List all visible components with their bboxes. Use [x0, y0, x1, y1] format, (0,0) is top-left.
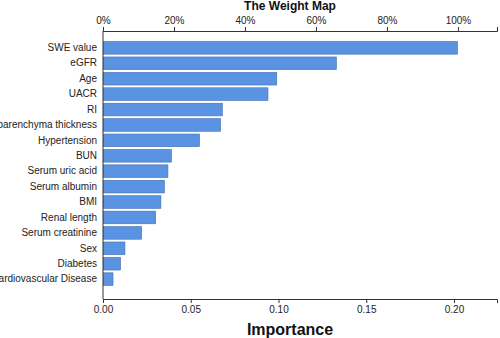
- tick-mark: [316, 27, 317, 31]
- bar: [103, 119, 221, 132]
- tick-label: 0%: [96, 15, 111, 26]
- tick-label: Renal parenchyma thickness: [0, 119, 97, 130]
- title: The Weight Map: [244, 0, 336, 13]
- bar: [103, 72, 277, 85]
- tick: 100%: [446, 15, 472, 31]
- tick: Cardiovascular Disease: [0, 273, 103, 284]
- tick-mark: [245, 27, 246, 31]
- bar: [103, 211, 156, 224]
- tick-mark: [103, 27, 104, 31]
- tick-label: 100%: [446, 15, 472, 26]
- tick: Serum albumin: [30, 181, 103, 192]
- tick-label: BMI: [79, 196, 97, 207]
- tick-label: 20%: [164, 15, 184, 26]
- bar: [103, 257, 121, 270]
- tick-label: UACR: [69, 88, 97, 99]
- bar: [103, 273, 113, 286]
- tick-label: Hypertension: [38, 135, 97, 146]
- tick: Sex: [80, 243, 103, 254]
- tick-label: RI: [87, 104, 97, 115]
- tick: 0.15: [357, 299, 377, 315]
- axis-line: [104, 300, 498, 304]
- tick: 80%: [377, 15, 397, 31]
- tick-mark: [454, 299, 455, 303]
- tick: Serum uric acid: [28, 165, 103, 176]
- axis-line: [104, 27, 498, 32]
- tick-label: 0.10: [269, 304, 289, 315]
- tick: 60%: [306, 15, 326, 31]
- axis-line: [103, 31, 104, 299]
- tick-label: 0.00: [94, 304, 114, 315]
- tick: 40%: [235, 15, 255, 31]
- tick-mark: [458, 27, 459, 31]
- tick-label: eGFR: [70, 57, 97, 68]
- bar: [103, 149, 171, 162]
- tick-label: Diabetes: [58, 258, 97, 269]
- bar: [103, 42, 458, 55]
- tick: 0.20: [445, 299, 465, 315]
- tick-label: Serum creatinine: [21, 227, 97, 238]
- tick: eGFR: [70, 57, 103, 68]
- tick-label: Cardiovascular Disease: [0, 273, 97, 284]
- tick: 20%: [164, 15, 184, 31]
- tick-label: Sex: [80, 243, 97, 254]
- tick-label: 40%: [235, 15, 255, 26]
- tick: Serum creatinine: [21, 227, 103, 238]
- bar: [103, 57, 336, 70]
- tick-label: 0.15: [357, 304, 377, 315]
- bar: [103, 180, 164, 193]
- bar: [103, 227, 142, 240]
- bars: [103, 42, 458, 286]
- tick: BMI: [79, 196, 103, 207]
- tick: 0%: [96, 15, 111, 31]
- tick-label: Serum albumin: [30, 181, 97, 192]
- tick-mark: [366, 299, 367, 303]
- tick-label: Renal length: [41, 212, 97, 223]
- tick-label: 0.20: [445, 304, 465, 315]
- tick-label: Age: [79, 73, 97, 84]
- tick-label: BUN: [76, 150, 97, 161]
- tick-mark: [387, 27, 388, 31]
- axis-title: Importance: [247, 321, 333, 338]
- tick-mark: [103, 299, 104, 303]
- tick: BUN: [76, 150, 103, 161]
- bar: [103, 103, 222, 116]
- tick: Age: [79, 73, 103, 84]
- bar: [103, 88, 268, 101]
- tick: UACR: [69, 88, 103, 99]
- tick-mark: [279, 299, 280, 303]
- tick: 0.05: [182, 299, 202, 315]
- tick: 0.00: [94, 299, 114, 315]
- tick-label: 0.05: [182, 304, 202, 315]
- tick: Diabetes: [58, 258, 103, 269]
- x-axis: 0.00 0.05 0.10 0.15 0.20: [94, 299, 498, 315]
- tick-mark: [191, 299, 192, 303]
- tick-mark: [174, 27, 175, 31]
- tick: SWE value: [48, 42, 103, 53]
- tick-label: 60%: [306, 15, 326, 26]
- y-axis: SWE value eGFR Age UACR RI Renal parenchyma t…: [0, 31, 103, 299]
- bar: [103, 165, 168, 178]
- tick-label: Serum uric acid: [28, 165, 97, 176]
- x2-axis: 0% 20% 40% 60% 80% 100%: [96, 15, 497, 32]
- bar: [103, 242, 125, 255]
- tick-label: 80%: [377, 15, 397, 26]
- tick: RI: [87, 104, 103, 115]
- tick: Hypertension: [38, 135, 103, 146]
- tick: Renal length: [41, 212, 103, 223]
- tick: Renal parenchyma thickness: [0, 119, 103, 130]
- bar: [103, 196, 161, 209]
- bar: [103, 134, 200, 147]
- tick: 0.10: [269, 299, 289, 315]
- chart: 0.00 0.05 0.10 0.15 0.20 0% 20% 40% 60% 80% 100% SW…: [0, 0, 500, 338]
- tick-label: SWE value: [48, 42, 98, 53]
